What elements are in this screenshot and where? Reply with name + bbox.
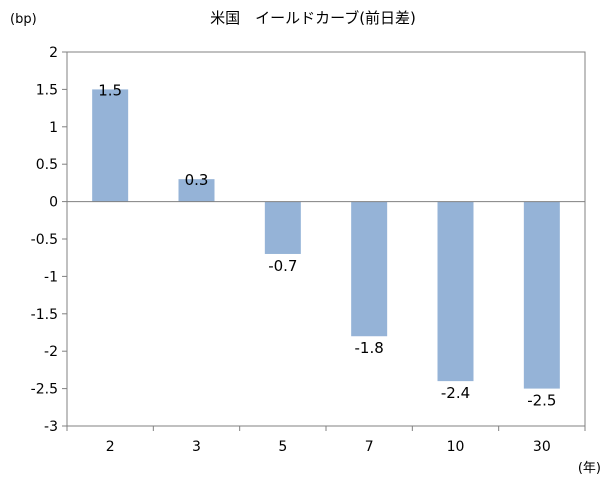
y-tick-label: 0.5	[36, 157, 58, 173]
x-tick-label: 30	[533, 439, 551, 455]
bar	[437, 201, 474, 382]
y-tick-label: -2	[44, 344, 58, 360]
bar	[92, 89, 129, 202]
y-unit-label: (bp)	[10, 12, 37, 27]
x-tick-label: 10	[447, 439, 465, 455]
plot-area	[66, 51, 586, 427]
bar	[351, 201, 388, 337]
y-axis: 2 1.5 1 0.5 0 -0.5 -1 -1.5 -2 -2.5 -3	[31, 45, 67, 435]
x-tick-label: 7	[365, 439, 374, 455]
x-unit-label: (年)	[578, 461, 601, 476]
bar	[523, 201, 560, 389]
data-label: -0.7	[268, 257, 297, 275]
y-tick-label: 2	[49, 45, 58, 61]
data-label: 1.5	[98, 81, 122, 99]
y-tick-label: 0	[49, 195, 58, 211]
data-label: 0.3	[185, 171, 209, 189]
x-tick-label: 5	[278, 439, 287, 455]
y-tick-label: 1	[49, 120, 58, 136]
bar	[264, 201, 301, 254]
y-tick-label: 1.5	[36, 82, 58, 98]
x-tick-label: 3	[192, 439, 201, 455]
bars	[92, 89, 560, 389]
y-tick-label: -0.5	[31, 232, 58, 248]
chart-title: 米国 イールドカーブ(前日差)	[210, 9, 416, 27]
data-label: -2.4	[441, 384, 470, 402]
y-tick-label: -1	[44, 269, 58, 285]
x-tick-label: 2	[106, 439, 115, 455]
y-tick-label: -1.5	[31, 307, 58, 323]
data-labels: 1.5 0.3 -0.7 -1.8 -2.4 -2.5	[98, 81, 556, 409]
x-axis: 2 3 5 7 10 30	[66, 426, 586, 455]
data-label: -2.5	[527, 392, 556, 410]
y-tick-label: -2.5	[31, 382, 58, 398]
y-tick-label: -3	[44, 419, 58, 435]
bar	[178, 179, 215, 202]
data-label: -1.8	[355, 339, 384, 357]
